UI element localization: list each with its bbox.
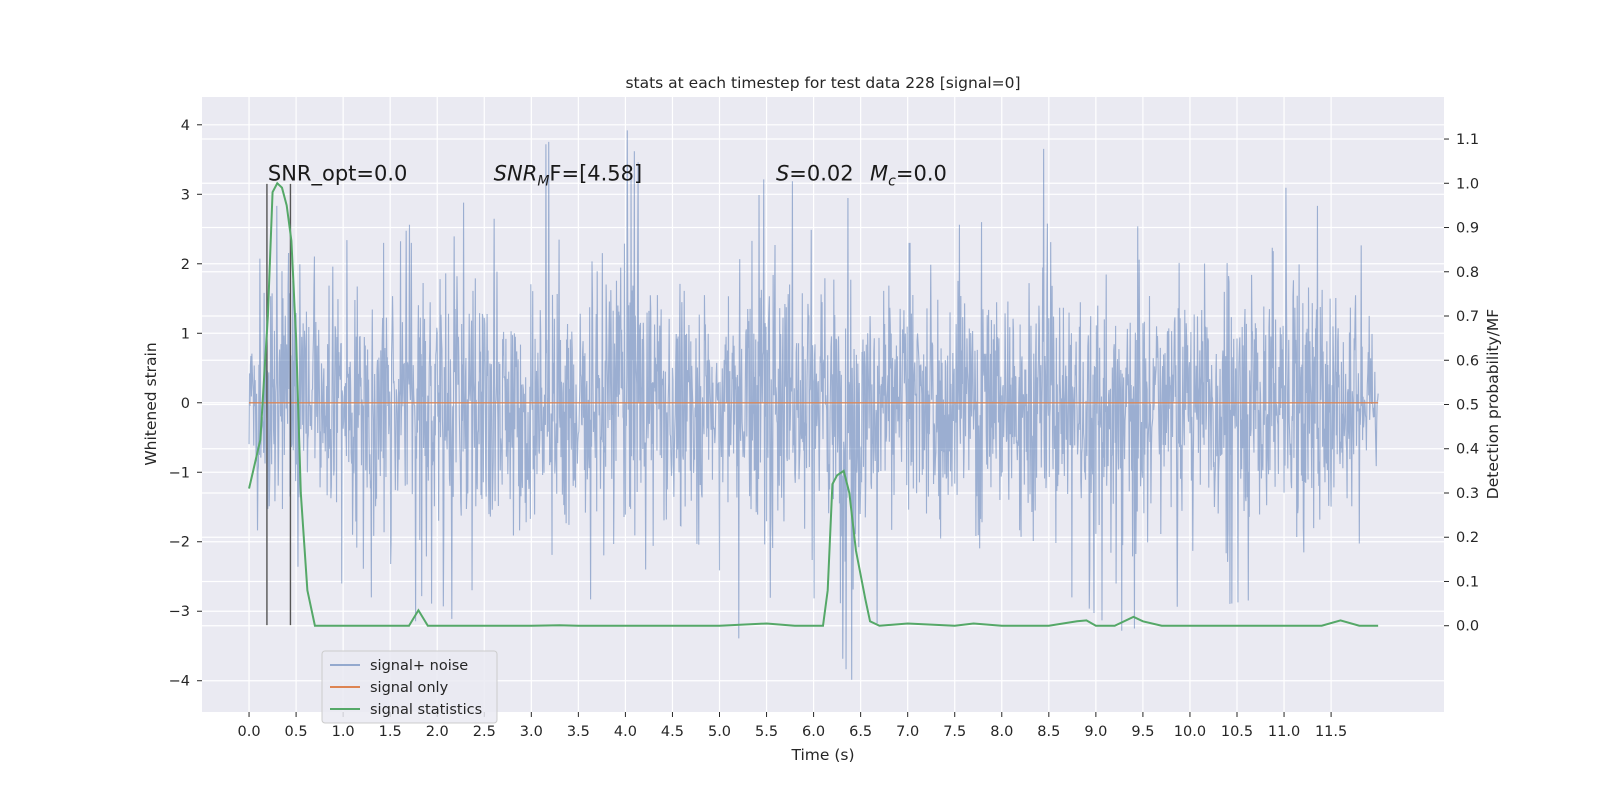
y2-tick-label: 0.3 bbox=[1456, 486, 1479, 502]
y-tick-label: 1 bbox=[181, 326, 190, 342]
series-signal-noise bbox=[248, 130, 1379, 680]
y-tick-label: −4 bbox=[169, 674, 190, 690]
y2-tick-label: 1.0 bbox=[1456, 176, 1479, 192]
x-tick-label: 0.0 bbox=[238, 724, 261, 740]
y2-tick-label: 0.7 bbox=[1456, 309, 1479, 325]
x-tick-label: 5.5 bbox=[755, 724, 778, 740]
annotation-main: M bbox=[870, 161, 888, 185]
x-tick-label: 1.0 bbox=[332, 724, 355, 740]
x-ticks: 0.0 0.5 1.0 1.5 2.0 2.5 3.0 3.5 4.0 4.5 5.0 5.5 6.0 6… bbox=[238, 712, 1347, 740]
annotation-main: S bbox=[776, 161, 789, 185]
y-tick-label: −3 bbox=[169, 604, 190, 620]
x-tick-label: 8.0 bbox=[990, 724, 1013, 740]
x-tick-label: 9.0 bbox=[1084, 724, 1107, 740]
annotation-mc-val: Mc=0.0 bbox=[870, 161, 947, 189]
y-axis-title: Whitened strain bbox=[142, 342, 160, 465]
x-tick-label: 9.5 bbox=[1131, 724, 1154, 740]
annotation-main: SNR bbox=[494, 161, 538, 185]
series-signal-statistics bbox=[248, 181, 1379, 627]
y-tick-label: −1 bbox=[169, 465, 190, 481]
y2-tick-label: 0.0 bbox=[1456, 619, 1479, 635]
y2-tick-label: 0.2 bbox=[1456, 530, 1479, 546]
y2-tick-label: 0.8 bbox=[1456, 265, 1479, 281]
annotations: SNR_opt=0.0 SNRMF=[4.58] S=0.02 Mc=0.0 bbox=[268, 161, 947, 189]
x-tick-label: 8.5 bbox=[1037, 724, 1060, 740]
x-tick-label: 4.0 bbox=[614, 724, 637, 740]
x-tick-label: 7.5 bbox=[943, 724, 966, 740]
y2-tick-label: 0.6 bbox=[1456, 353, 1479, 369]
x-tick-label: 5.0 bbox=[708, 724, 731, 740]
y-ticks: −4 −3 −2 −1 0 1 2 3 4 bbox=[169, 118, 202, 690]
y-tick-label: 4 bbox=[181, 118, 190, 134]
annotation-value: =0.0 bbox=[896, 161, 947, 185]
annotation-s-val: S=0.02 bbox=[776, 161, 854, 185]
annotation-subscript: M bbox=[537, 173, 549, 189]
y2-ticks: 0.0 0.1 0.2 0.3 0.4 0.5 0.6 0.7 0.8 0.9 1.0 1.1 bbox=[1444, 132, 1479, 635]
y2-axis-title: Detection probability/MF bbox=[1484, 309, 1502, 500]
x-tick-label: 2.0 bbox=[426, 724, 449, 740]
x-tick-label: 11.5 bbox=[1315, 724, 1347, 740]
annotation-value: =0.02 bbox=[789, 161, 853, 185]
legend-label: signal only bbox=[370, 680, 449, 696]
y-tick-label: −2 bbox=[169, 535, 190, 551]
x-tick-label: 2.5 bbox=[473, 724, 496, 740]
y-tick-label: 3 bbox=[181, 187, 190, 203]
x-tick-label: 0.5 bbox=[285, 724, 308, 740]
x-tick-label: 3.5 bbox=[567, 724, 590, 740]
y2-tick-label: 1.1 bbox=[1456, 132, 1479, 148]
x-tick-label: 3.0 bbox=[520, 724, 543, 740]
legend-label: signal statistics bbox=[370, 702, 482, 718]
annotation-main: SNR_opt=0.0 bbox=[268, 161, 408, 186]
x-axis-title: Time (s) bbox=[790, 746, 854, 764]
x-tick-label: 10.5 bbox=[1221, 724, 1253, 740]
x-tick-label: 1.5 bbox=[379, 724, 402, 740]
plot-data bbox=[248, 130, 1379, 680]
y2-tick-label: 0.5 bbox=[1456, 398, 1479, 414]
annotation-snr-mf: SNRMF=[4.58] bbox=[494, 161, 643, 189]
annotation-snr-opt: SNR_opt=0.0 bbox=[268, 161, 408, 186]
x-tick-label: 4.5 bbox=[661, 724, 684, 740]
x-tick-label: 6.5 bbox=[849, 724, 872, 740]
legend-box bbox=[321, 650, 498, 724]
y2-tick-label: 0.1 bbox=[1456, 574, 1479, 590]
annotation-subscript: c bbox=[888, 173, 896, 189]
y-tick-label: 0 bbox=[181, 396, 190, 412]
legend-label: signal+ noise bbox=[370, 658, 468, 674]
x-tick-label: 7.0 bbox=[896, 724, 919, 740]
y2-tick-label: 0.9 bbox=[1456, 221, 1479, 237]
chart-title: stats at each timestep for test data 228… bbox=[625, 74, 1020, 92]
annotation-value: F=[4.58] bbox=[549, 161, 642, 185]
x-tick-label: 11.0 bbox=[1268, 724, 1300, 740]
y-tick-label: 2 bbox=[181, 257, 190, 273]
y2-tick-label: 0.4 bbox=[1456, 442, 1479, 458]
x-tick-label: 6.0 bbox=[802, 724, 825, 740]
x-tick-label: 10.0 bbox=[1174, 724, 1206, 740]
legend: signal+ noise signal only signal statistic… bbox=[321, 650, 498, 724]
